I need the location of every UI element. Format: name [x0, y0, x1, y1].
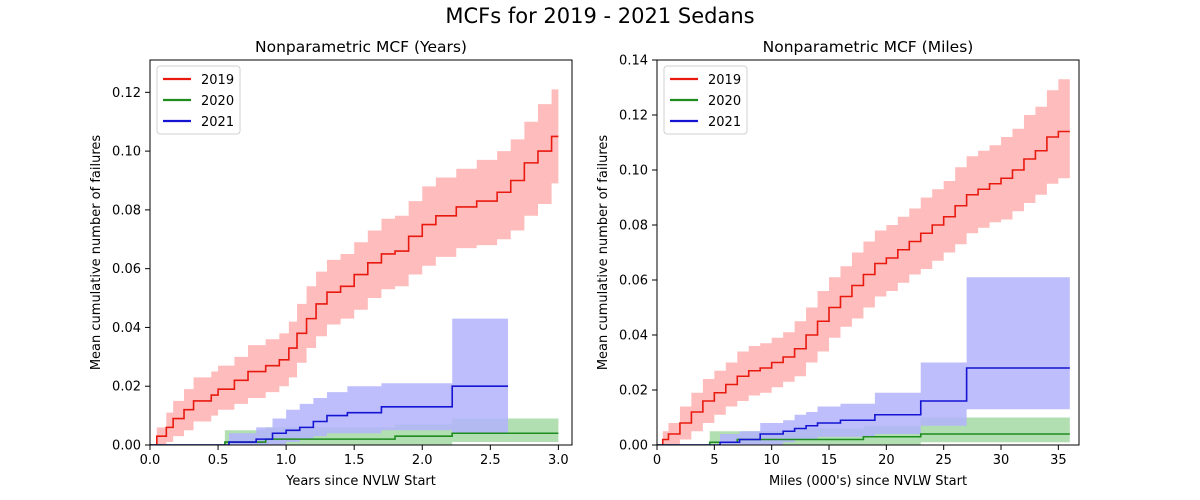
confidence-band-2021 — [150, 318, 509, 445]
legend-label-2021: 2021 — [708, 115, 741, 130]
legend-label-2020: 2020 — [708, 94, 741, 109]
series-line-2019 — [657, 130, 1070, 445]
x-tick-label: 2.0 — [412, 453, 433, 468]
chart-panel-1: 0.0 0.5 1.0 1.5 2.0 2.5 3.0 0.00 0.02 0.04 0.06 0.0… — [89, 38, 573, 489]
series-line-2019 — [150, 135, 559, 445]
y-tick-label: 0.04 — [112, 321, 141, 336]
axes-frame — [656, 59, 1080, 446]
legend-label-2021: 2021 — [201, 115, 234, 130]
x-tick-label: 15 — [821, 453, 838, 468]
y-tick-label: 0.12 — [619, 109, 648, 124]
series-line-2021 — [657, 367, 1070, 445]
x-tick-label: 2.5 — [480, 453, 501, 468]
confidence-band-2019 — [657, 79, 1070, 445]
legend-box — [156, 65, 241, 135]
y-tick-label: 0.12 — [112, 86, 141, 101]
legend: 2019 2020 2021 — [663, 65, 748, 135]
axes-frame — [149, 59, 573, 446]
x-tick-label: 3.0 — [548, 453, 569, 468]
figure-title: MCFs for 2019 - 2021 Sedans — [445, 4, 755, 28]
panel-title: Nonparametric MCF (Miles) — [763, 38, 974, 56]
y-tick-label: 0.00 — [112, 439, 141, 454]
x-tick-label: 1.5 — [344, 453, 365, 468]
x-tick-label: 20 — [878, 453, 895, 468]
y-tick-label: 0.02 — [112, 380, 141, 395]
panel-title: Nonparametric MCF (Years) — [255, 38, 467, 56]
y-tick-label: 0.10 — [112, 145, 141, 160]
y-tick-label: 0.00 — [619, 439, 648, 454]
x-tick-label: 35 — [1050, 453, 1067, 468]
legend-box — [663, 65, 748, 135]
legend-label-2019: 2019 — [708, 73, 741, 88]
y-tick-label: 0.04 — [619, 329, 648, 344]
x-tick-label: 0 — [653, 453, 661, 468]
plot-area — [657, 79, 1070, 445]
x-tick-label: 10 — [763, 453, 780, 468]
confidence-band-2021 — [657, 277, 1070, 445]
x-axis-label: Years since NVLW Start — [285, 474, 436, 489]
y-tick-label: 0.08 — [619, 219, 648, 234]
series-line-2021 — [150, 385, 509, 445]
y-tick-label: 0.10 — [619, 164, 648, 179]
y-tick-label: 0.14 — [619, 54, 648, 69]
x-tick-label: 1.0 — [276, 453, 297, 468]
confidence-band-2019 — [150, 89, 559, 445]
series-line-2020 — [150, 432, 559, 445]
y-tick-label: 0.02 — [619, 384, 648, 399]
x-tick-label: 0.0 — [140, 453, 161, 468]
series-line-2020 — [657, 433, 1070, 445]
plot-area — [150, 89, 559, 445]
y-axis-label: Mean cumulative number of failures — [596, 135, 611, 371]
x-tick-label: 25 — [935, 453, 952, 468]
x-tick-label: 5 — [710, 453, 718, 468]
y-tick-label: 0.06 — [619, 274, 648, 289]
legend-label-2019: 2019 — [201, 73, 234, 88]
legend-label-2020: 2020 — [201, 94, 234, 109]
x-tick-label: 0.5 — [208, 453, 229, 468]
x-tick-label: 30 — [993, 453, 1010, 468]
chart-panel-2: 0 5 10 15 20 25 30 35 0.00 0.02 0.04 0.06 0.08 0.10 0.… — [596, 38, 1080, 489]
y-axis-label: Mean cumulative number of failures — [89, 135, 104, 371]
y-tick-label: 0.06 — [112, 262, 141, 277]
x-axis-label: Miles (000's) since NVLW Start — [769, 474, 967, 489]
legend: 2019 2020 2021 — [156, 65, 241, 135]
y-tick-label: 0.08 — [112, 203, 141, 218]
